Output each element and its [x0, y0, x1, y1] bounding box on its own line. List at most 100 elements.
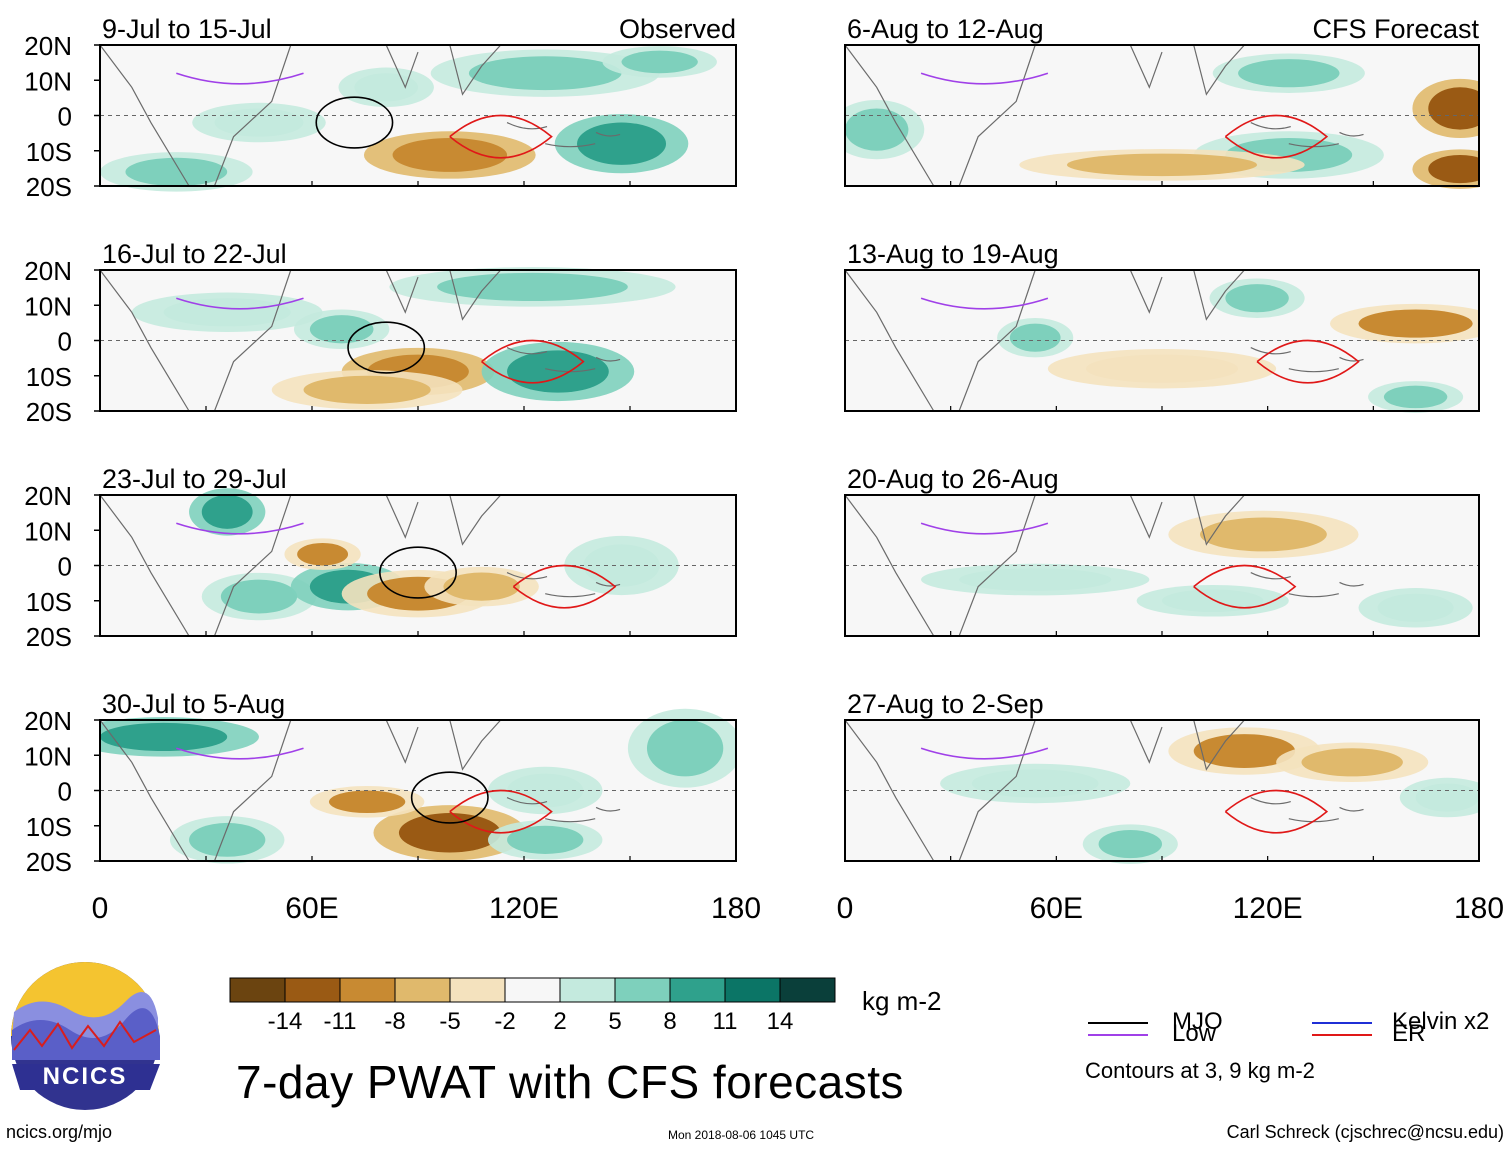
lon-tick-label: 120E: [1233, 892, 1303, 925]
ncics-logo: NCICS: [11, 962, 160, 1110]
colorbar-swatch: [394, 977, 451, 1003]
lat-tick-label: 20S: [26, 847, 72, 877]
lat-tick-label: 10N: [24, 741, 72, 771]
panel-period-label: 9-Jul to 15-Jul: [102, 14, 272, 44]
anomaly-core: [507, 825, 584, 854]
anomaly-core: [1200, 517, 1327, 552]
contour-low: [176, 297, 304, 310]
anomaly-core: [1301, 748, 1403, 777]
logo-text: NCICS: [43, 1063, 128, 1090]
anomaly-core: [398, 813, 501, 853]
lat-tick-label: 10S: [26, 812, 72, 842]
contour-mjo: [315, 96, 394, 149]
contour-low: [920, 522, 1049, 535]
lat-tick-label: 10S: [26, 137, 72, 167]
anomaly-core: [392, 138, 508, 172]
panel-period-label: 13-Aug to 19-Aug: [847, 239, 1059, 269]
lat-tick-label: 10N: [24, 291, 72, 321]
contour-er: [449, 789, 553, 834]
contour-low: [920, 747, 1049, 760]
anomaly-core: [971, 769, 1099, 798]
colorbar-swatch: [504, 977, 561, 1003]
coastline: [845, 494, 1245, 637]
footer-timestamp: Mon 2018-08-06 1045 UTC: [668, 1128, 815, 1142]
lat-tick-label: 20N: [24, 706, 72, 736]
panel-p7: [845, 494, 1479, 637]
anomaly-core: [303, 375, 431, 404]
panel-p4: [100, 708, 736, 864]
colorbar-tick-label: -8: [384, 1008, 405, 1035]
colorbar-swatch: [669, 977, 726, 1003]
maritime-continent: [506, 122, 621, 148]
lat-tick-label: 0: [58, 777, 72, 807]
lat-tick-label: 20N: [24, 256, 72, 286]
contour-low: [920, 72, 1049, 85]
maritime-continent: [1250, 347, 1364, 373]
lat-tick-label: 20N: [24, 481, 72, 511]
anomaly-core: [1162, 589, 1264, 613]
colorbar-tick-label: -5: [439, 1008, 460, 1035]
footer-site-link[interactable]: ncics.org/mjo: [6, 1122, 113, 1142]
anomaly-core: [220, 579, 298, 614]
anomaly-core: [443, 572, 520, 601]
lon-tick-label: 180: [1454, 892, 1504, 925]
anomaly-core: [328, 790, 406, 814]
lon-tick-label: 60E: [285, 892, 338, 925]
contour-mjo: [347, 321, 426, 374]
panel-p8: [845, 719, 1479, 864]
legend-label-kelvin: Kelvin x2: [1392, 1008, 1490, 1035]
contour-low: [176, 522, 304, 535]
colorbar-tick-label: 11: [713, 1008, 738, 1035]
anomaly-core: [646, 720, 724, 777]
contour-er: [1224, 789, 1329, 834]
anomaly-core: [1098, 829, 1163, 859]
legend-line-low: [1088, 1034, 1148, 1036]
figure-title: 7-day PWAT with CFS forecasts: [236, 1056, 905, 1108]
coastline: [100, 494, 502, 637]
colorbar-swatch: [339, 977, 396, 1003]
legend-line-kelvin: [1312, 1022, 1372, 1024]
anomaly-core: [1358, 309, 1473, 338]
colorbar-swatch: [449, 977, 506, 1003]
contour-mjo: [410, 771, 489, 824]
anomaly-core: [621, 50, 698, 74]
anomaly-core: [1377, 593, 1454, 622]
contour-note: Contours at 3, 9 kg m-2: [1085, 1058, 1315, 1083]
anomaly-core: [507, 773, 584, 808]
anomaly-core: [1415, 783, 1479, 812]
colorbar-tick-label: -2: [494, 1008, 515, 1035]
anomaly-core: [845, 108, 909, 151]
legend-label-er: ER: [1392, 1020, 1426, 1047]
lat-tick-label: 10S: [26, 587, 72, 617]
legend-label-mjo: MJO: [1172, 1008, 1223, 1035]
panel-period-label: 27-Aug to 2-Sep: [847, 689, 1044, 719]
colorbar-tick-label: 14: [767, 1008, 794, 1035]
anomaly-core: [1428, 154, 1479, 184]
lat-tick-label: 20N: [24, 31, 72, 61]
lat-tick-label: 0: [58, 327, 72, 357]
colorbar-swatch: [614, 977, 671, 1003]
coastline: [100, 44, 502, 187]
contour-er: [1224, 114, 1329, 159]
maritime-continent: [1250, 572, 1364, 598]
anomaly-core: [1193, 734, 1296, 768]
footer-credit: Carl Schreck (cjschrec@ncsu.edu): [1226, 1122, 1504, 1142]
lat-tick-label: 20S: [26, 622, 72, 652]
colorbar-tick-label: 2: [553, 1008, 566, 1035]
legend-line-mjo: [1088, 1022, 1148, 1024]
legend-label-low: Low: [1172, 1020, 1217, 1047]
contour-low: [176, 72, 304, 85]
lon-tick-label: 180: [711, 892, 761, 925]
panel-p3: [100, 488, 736, 637]
anomaly-core: [297, 542, 349, 566]
header-observed: Observed: [619, 14, 736, 44]
contour-er: [512, 564, 617, 609]
anomaly-core: [189, 822, 266, 857]
anomaly-core: [1085, 354, 1239, 383]
panel-period-label: 23-Jul to 29-Jul: [102, 464, 287, 494]
anomaly-core: [1009, 323, 1061, 352]
anomaly-core: [1066, 153, 1258, 177]
lat-tick-label: 20S: [26, 397, 72, 427]
coastline: [100, 269, 502, 412]
